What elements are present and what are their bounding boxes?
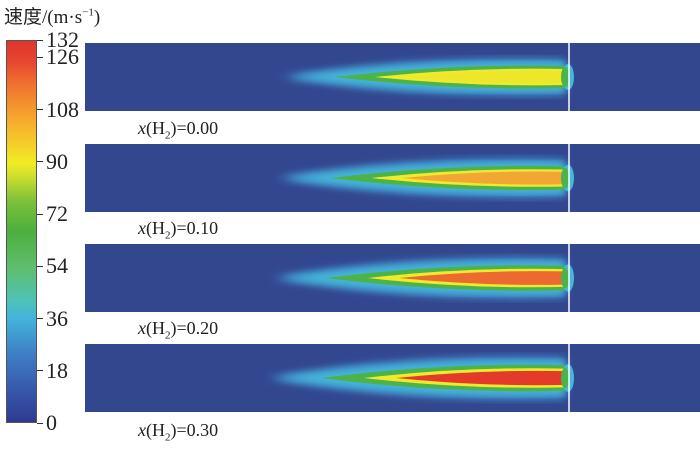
jet-contour: [266, 344, 574, 412]
colorbar-tick-label: 108: [46, 96, 79, 122]
panel-caption: x(H2)=0.10: [138, 218, 219, 242]
colorbar-tick: [37, 161, 43, 163]
colorbar-tick: [37, 39, 43, 41]
velocity-contour-panel: [85, 244, 700, 312]
colorbar-tick-label: 90: [46, 148, 68, 174]
panel-caption: x(H2)=0.30: [138, 420, 219, 444]
colorbar-tick-label: 0: [46, 410, 57, 435]
colorbar-tick-label: 72: [46, 201, 68, 227]
colorbar-tick-label: 132: [46, 27, 79, 52]
panel-caption: x(H2)=0.20: [138, 318, 219, 342]
colorbar-tick: [37, 318, 43, 320]
nozzle-exit-core: [561, 168, 569, 188]
nozzle-exit-core: [561, 67, 569, 87]
colorbar-tick: [37, 109, 43, 111]
velocity-contour-panel: [85, 43, 700, 111]
colorbar-tick-label: 54: [46, 253, 68, 279]
colorbar-tick: [37, 370, 43, 372]
colorbar-tick-label: 18: [46, 357, 68, 383]
jet-contour: [275, 144, 574, 212]
velocity-contour-panel: [85, 344, 700, 412]
colorbar-tick: [37, 422, 43, 424]
colorbar: [6, 40, 37, 423]
jet-contour: [271, 244, 574, 312]
velocity-contour-panel: [85, 144, 700, 212]
colorbar-tick: [37, 56, 43, 58]
core-layer: [396, 370, 565, 386]
nozzle-exit-core: [561, 268, 569, 288]
colorbar-tick: [37, 265, 43, 267]
colorbar-tick-label: 36: [46, 305, 68, 331]
jet-contour: [280, 43, 574, 111]
core-layer: [402, 171, 565, 185]
core-layer: [399, 271, 565, 285]
nozzle-exit-core: [561, 368, 569, 388]
panel-caption: x(H2)=0.00: [138, 118, 219, 142]
legend-title: 速度/(m·s−1): [4, 6, 101, 28]
colorbar-tick-label: 126: [46, 44, 79, 70]
core-layer: [405, 70, 565, 84]
colorbar-tick: [37, 213, 43, 215]
